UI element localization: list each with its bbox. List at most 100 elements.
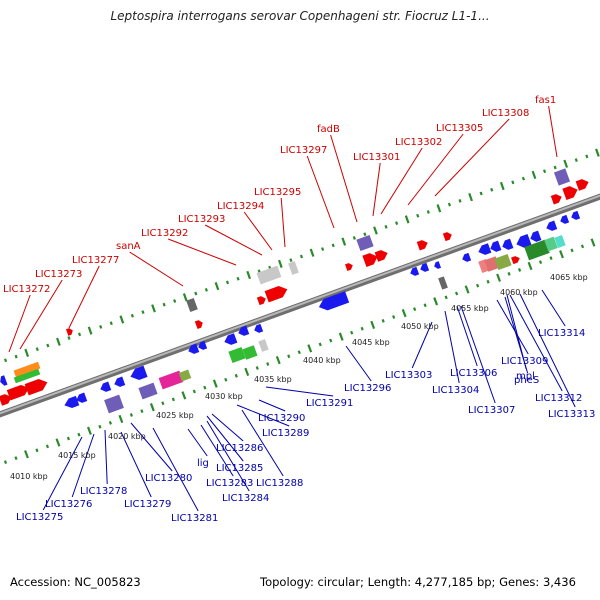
forward-gene-arrow [416,240,428,251]
bottom-gene-leader [241,409,284,477]
inner-track-tick [360,326,364,331]
outer-track-tick [24,348,30,358]
reverse-gene-arrow [76,392,88,403]
bottom-gene-label: LIC13307 [468,405,515,416]
outer-track-tick [46,343,50,348]
top-gene-label: sanA [116,241,141,252]
forward-gene-arrow [256,296,266,306]
feature-block-shape [158,370,184,390]
reverse-gene-arrow [318,291,350,311]
bottom-gene-leader [345,345,372,382]
inner-track-tick [413,307,417,312]
inner-track-tick [203,385,207,390]
top-gene-label: LIC13295 [254,187,301,198]
reverse-gene-arrow [478,243,492,255]
bottom-gene-leader [206,415,244,462]
feature-block-shape [494,253,512,271]
inner-track-tick [527,261,533,271]
reverse-gene-arrow-shape [490,240,502,252]
bottom-gene-leader [460,305,496,404]
reverse-gene-arrow [198,340,208,350]
bottom-gene-label: LIC13276 [45,499,92,510]
reverse-gene-arrow [462,252,472,262]
outer-track-tick [14,354,18,359]
inner-track-tick [171,397,175,402]
kbp-tick-label: 4035 kbp [254,375,292,384]
inner-track-tick [392,315,396,319]
forward-gene-arrow [65,328,73,336]
outer-track-tick [499,181,505,191]
feature-block-shape [228,346,246,364]
top-gene-leader [306,155,335,229]
forward-gene-arrow [575,179,589,191]
reverse-gene-arrow [490,240,502,252]
bottom-gene-label: LIC13286 [216,443,263,454]
feature-block [553,168,571,186]
kbp-tick-label: 4030 kbp [205,392,243,401]
inner-track-tick [444,295,448,300]
feature-block [158,370,184,390]
outer-track-tick [56,337,61,346]
bottom-gene-label: LIC13314 [538,328,585,339]
reverse-gene-arrow [571,210,581,220]
outer-track-tick [436,204,442,213]
reverse-gene-arrow [114,376,126,387]
inner-track-tick [517,268,522,272]
reverse-gene-arrow-shape [114,376,126,387]
reverse-gene-arrow [420,262,430,272]
outer-track-tick [531,170,537,180]
reverse-gene-arrow [100,381,112,392]
forward-gene-arrow-shape [24,378,48,396]
reverse-gene-arrow [224,333,238,345]
outer-track-tick [331,243,335,248]
inner-track-tick [538,260,543,264]
feature-block-shape [178,369,192,382]
top-gene-leader [68,265,100,329]
feature-block [288,261,299,275]
bottom-gene-label: LIC13289 [262,428,309,439]
reverse-gene-arrow-shape [546,220,558,231]
inner-track-tick [149,403,155,412]
inner-track-tick [181,391,187,400]
outer-track-tick [426,210,430,214]
feature-block [228,346,246,364]
feature-block-shape [356,234,374,252]
outer-track-tick [447,202,452,207]
feature-block [186,297,198,313]
inner-track-tick [370,320,376,329]
outer-track-tick [4,358,8,363]
feature-block-shape [104,394,124,414]
top-gene-label: fadB [317,124,340,135]
inner-track-tick [318,342,322,347]
feature-block [138,382,158,400]
reverse-gene-arrow-shape [478,243,492,255]
bottom-gene-leader [130,422,173,472]
top-gene-leader [204,224,263,256]
outer-track-tick [563,159,569,168]
top-gene-leader [168,238,237,266]
reverse-gene-arrow-shape [530,230,542,242]
forward-gene-arrow-shape [575,179,589,191]
feature-block-shape [256,265,282,285]
inner-track-tick [559,250,564,259]
bottom-gene-label: lig [197,458,209,469]
top-gene-label: LIC13297 [280,145,327,156]
reverse-gene-arrow-shape [100,381,112,392]
outer-track-tick [309,248,315,257]
feature-layer [0,168,589,414]
inner-track-tick [212,379,218,388]
top-gene-leader [407,133,464,206]
inner-track-tick [86,426,92,435]
inner-track-tick [129,413,133,417]
reverse-gene-arrow-shape [571,210,581,220]
top-gene-label: LIC13308 [482,108,529,119]
bottom-gene-label: LIC13309 [501,356,548,367]
kbp-tick-label: 4065 kbp [550,273,588,282]
feature-block [13,368,41,384]
inner-track-tick [455,291,459,296]
inner-track-tick [255,366,259,370]
feature-block [438,276,448,290]
label-layer: 4010 kbp 4015 kbp 4020 kbp 4025 kbp 4030 kbp… [3,95,595,524]
bottom-gene-label: LIC13275 [16,512,63,523]
